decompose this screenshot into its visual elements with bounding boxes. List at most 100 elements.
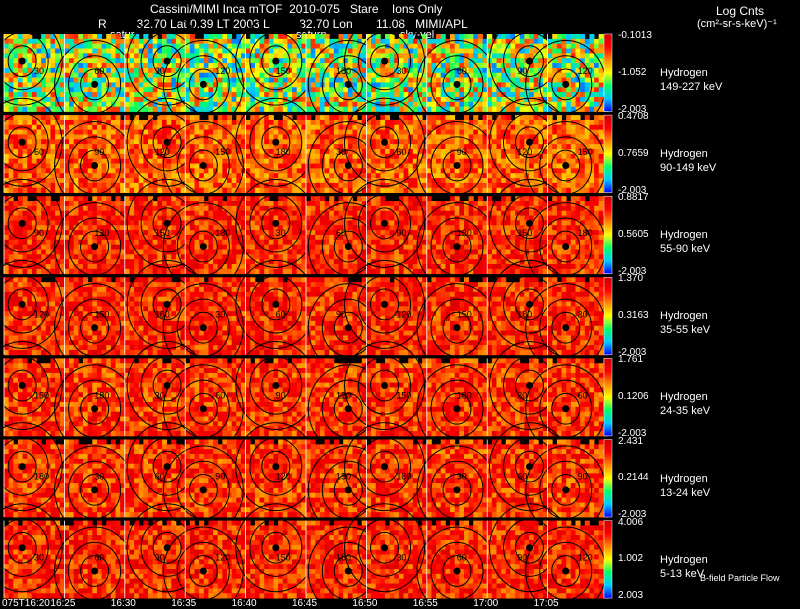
image-frame: 60 [416,34,498,129]
contour-label: 60 [155,472,165,482]
orbit-info: R 32.70 Lat 0.39 LT 2003 L 32.70 Lon 11.… [98,17,468,31]
colorbar-tick-label: 0.2144 [618,472,649,484]
image-frame: 120 [344,259,428,356]
image-frame: 90 [487,503,570,599]
colorbar-tick-label: 0.8817 [618,192,649,204]
contour-label: 120 [336,390,351,400]
image-frame: 120 [54,196,136,292]
colorbar-tick-label: -0.1013 [618,30,652,41]
image-frame: 150 [416,277,498,373]
colorbar-tick-label: 2.003 [618,590,644,602]
contour-label: 180 [396,472,411,482]
colorbar-tick-label: -2.003 [618,103,647,115]
image-frame: 180 [525,196,609,292]
colorbar-tick-label: 0.3163 [618,310,649,322]
contour-label: 30 [94,472,104,482]
contour-label: 60 [336,228,346,238]
colorbar [603,439,613,518]
image-frame: 180 [0,422,65,518]
contour-label: 120 [155,147,170,157]
time-tick-label: 16:50 [352,598,378,609]
contour-label: 150 [578,147,593,157]
colorbar-tick-label: 0.5605 [618,228,649,240]
contour-label: 30 [396,66,406,76]
panel-label: Hydrogen 149-227 keV [660,67,723,93]
image-frame: 120 [416,196,498,292]
contour-label: 60 [517,472,527,482]
panel-label: Hydrogen 24-35 keV [660,391,711,418]
contour-label: 30 [215,309,225,319]
colorbar-tick-label: 1.761 [618,354,644,366]
colorbar [603,33,613,112]
image-frame: 180 [162,196,246,292]
image-frame: 150 [235,16,317,112]
panel-label: Hydrogen 5-13 keV [660,553,708,580]
time-tick-label: 17:00 [473,598,499,609]
page-title: Cassini/MIMI Inca mTOF 2010-075 Stare Io… [150,2,443,16]
colorbar-tick-label: -2.003 [618,346,647,358]
colorbar [603,114,613,193]
image-frame: 120 [487,97,570,193]
contour-label: 60 [215,390,225,400]
image-frame: 120 [124,97,208,193]
panel-label: Hydrogen 35-55 keV [660,310,711,337]
image-frame: 120 [162,520,246,609]
colorbar-tick-label: -2.003 [618,265,647,277]
image-frame: 90 [0,178,65,275]
image-frame: 180 [416,358,498,454]
colorbar-tick-label: 4.006 [618,516,644,528]
contour-label: 120 [578,66,593,76]
contour-label: 30 [457,472,467,482]
contour-label: 120 [276,472,291,482]
contour-label: 90 [215,472,225,482]
image-frame: 30 [306,115,389,210]
image-frame: 60 [54,34,136,129]
image-frame: 60 [416,520,498,609]
contour-label: 150 [457,309,472,319]
colorbar-tick-label: -2.003 [618,509,647,520]
contour-label: 120 [215,66,230,76]
contour-label: 30 [517,390,527,400]
panel-label: Hydrogen 90-149 keV [660,148,717,175]
contour-label: 60 [457,553,467,563]
footnote: B-field Particle Flow [700,573,780,583]
contour-label: 120 [34,309,49,319]
contour-label: 60 [94,553,104,563]
contour-label: 180 [336,66,351,76]
image-frame: 60 [235,259,317,356]
contour-label: 120 [517,147,532,157]
contour-label: 90 [517,66,527,76]
contour-label: 60 [578,390,588,400]
image-frame: 180 [124,259,208,356]
image-frame: 180 [54,358,136,454]
image-frame: 180 [344,422,428,518]
contour-label: 90 [94,147,104,157]
contour-label: 150 [517,228,532,238]
image-frame: 30 [416,439,498,535]
contour-label: 90 [155,553,165,563]
image-frame: 90 [416,115,498,210]
image-frame: 180 [235,97,317,193]
colorbar-tick-label: -2.003 [618,427,647,439]
contour-label: 60 [396,147,406,157]
contour-label: 60 [457,66,467,76]
image-frame: 60 [306,196,389,292]
contour-label: 90 [276,390,286,400]
contour-label: 60 [34,147,44,157]
image-frame: 30 [344,503,428,599]
image-frame: 150 [162,115,246,210]
image-frame: 60 [0,97,65,193]
time-tick-label: 16:35 [171,598,197,609]
image-frame: 180 [306,34,389,129]
image-frame: 60 [525,358,609,454]
time-tick-label: 16:45 [292,598,318,609]
contour-label: 90 [155,66,165,76]
contour-label: 30 [155,390,165,400]
image-frame: 30 [0,16,65,112]
image-frame: 60 [54,520,136,609]
contour-label: 150 [155,228,170,238]
contour-label: 150 [215,147,230,157]
contour-label: 90 [34,228,44,238]
contour-label: 90 [517,553,527,563]
